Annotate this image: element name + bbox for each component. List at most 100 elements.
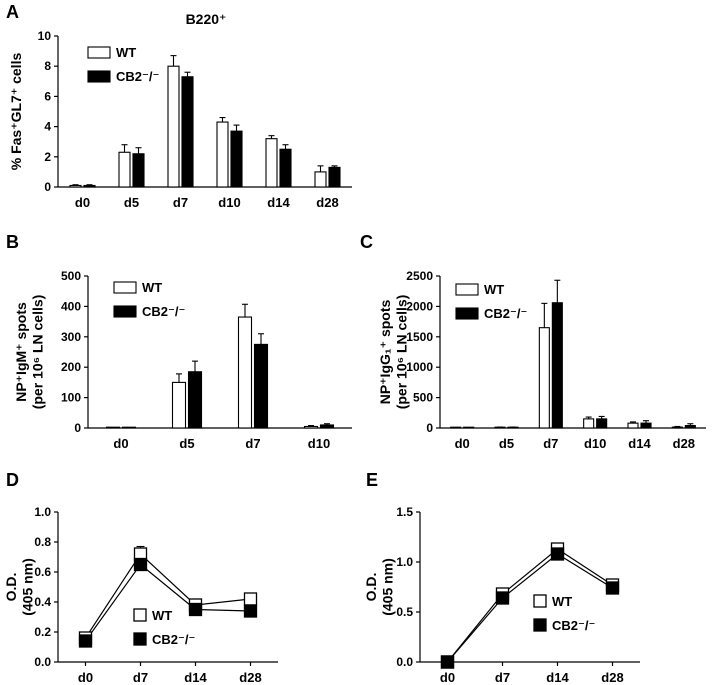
- bar-wt: [303, 425, 319, 429]
- x-category-label: d7: [133, 670, 148, 685]
- y-tick-label: 1.5: [396, 505, 413, 519]
- legend-marker: [533, 594, 547, 608]
- y-tick-label: 0.4: [34, 595, 51, 609]
- legend-label: WT: [484, 282, 504, 297]
- legend-label: WT: [152, 608, 172, 623]
- bar-cb2: [187, 371, 203, 429]
- x-category-label: d7: [543, 436, 558, 451]
- legend-marker: [133, 632, 147, 646]
- legend-label: WT: [552, 594, 572, 609]
- bar-cb2: [463, 426, 475, 429]
- x-category-label: d5: [179, 436, 194, 451]
- y-axis-title: NP⁺IgM⁺ spots(per 10⁶ LN cells): [13, 295, 46, 410]
- point-cb2: [243, 604, 258, 618]
- panel-letter-c: C: [360, 232, 373, 252]
- x-category-label: d14: [184, 670, 207, 685]
- point-wt: [243, 592, 258, 606]
- point-cb2: [605, 581, 620, 595]
- legend-label: CB2⁻/⁻: [552, 618, 595, 633]
- legend-swatch: [113, 305, 137, 318]
- y-tick-label: 1.0: [396, 555, 413, 569]
- y-tick-label: 500: [413, 391, 433, 405]
- y-tick-label: 0.6: [34, 565, 51, 579]
- bar-cb2: [121, 426, 137, 429]
- series-line-wt: [84, 553, 251, 639]
- y-axis-title: % Fas⁺GL7⁺ cells: [8, 53, 24, 171]
- y-tick-label: 0: [44, 180, 51, 194]
- x-category-label: d7: [173, 195, 188, 210]
- legend-swatch: [87, 46, 111, 59]
- x-category-label: d10: [584, 436, 606, 451]
- bar-cb2: [181, 76, 194, 188]
- point-cb2: [78, 634, 93, 648]
- legend-marker: [533, 618, 547, 632]
- panel-letter-e: E: [366, 470, 378, 490]
- legend-swatch: [113, 281, 137, 294]
- y-tick-label: 8: [44, 59, 51, 73]
- x-category-label: d28: [239, 670, 261, 685]
- y-tick-label: 0.0: [34, 655, 51, 669]
- y-tick-label: 0.2: [34, 625, 51, 639]
- y-axis-title: NP⁺IgG₁⁺ spots(per 10⁶ LN cells): [377, 295, 410, 410]
- bar-wt: [216, 121, 229, 188]
- bar-cb2: [83, 184, 96, 188]
- legend-swatch: [87, 70, 111, 83]
- y-tick-label: 1.0: [34, 505, 51, 519]
- x-category-label: d10: [218, 195, 240, 210]
- legend-label: CB2⁻/⁻: [152, 632, 195, 647]
- panel-letter-d: D: [6, 470, 19, 490]
- x-category-label: d0: [75, 195, 90, 210]
- point-cb2: [550, 547, 565, 561]
- chart-c: 0 500 1000 1500 2000 2500 NP⁺IgG₁⁺ spots(per 1…: [377, 269, 706, 451]
- y-tick-label: 100: [61, 391, 81, 405]
- bar-cb2: [640, 422, 652, 429]
- x-category-label: d14: [628, 436, 651, 451]
- x-category-label: d28: [673, 436, 695, 451]
- y-axis-title: O.D.(405 nm): [363, 558, 396, 616]
- y-tick-label: 1500: [406, 330, 433, 344]
- x-category-label: d0: [455, 436, 470, 451]
- bar-wt: [627, 422, 639, 429]
- y-tick-label: 10: [38, 29, 52, 43]
- bar-cb2: [596, 418, 608, 429]
- x-category-label: d0: [78, 670, 93, 685]
- x-category-label: d7: [495, 670, 510, 685]
- x-category-label: d5: [499, 436, 514, 451]
- bar-cb2: [230, 130, 243, 188]
- y-tick-label: 300: [61, 330, 81, 344]
- bar-cb2: [132, 153, 145, 188]
- y-tick-label: 500: [61, 269, 81, 283]
- x-category-label: d28: [316, 195, 338, 210]
- series-line-wt: [447, 548, 613, 663]
- panel-letter-b: B: [6, 232, 19, 252]
- x-category-label: d7: [245, 436, 260, 451]
- chart-a: 0 2 4 6 8 10 % Fas⁺GL7⁺ cells B220⁺ d0 d5 d7 d10 d14…: [8, 11, 352, 210]
- legend-label: CB2⁻/⁻: [484, 306, 527, 321]
- legend-swatch: [455, 283, 479, 296]
- panel-letter-a: A: [6, 2, 19, 22]
- bar-cb2: [253, 343, 269, 429]
- bar-wt: [171, 381, 187, 429]
- legend-marker: [133, 608, 147, 622]
- bar-wt: [118, 151, 131, 188]
- chart-d: 0.0 0.2 0.4 0.6 0.8 1.0 O.D.(405 nm) d0 d7 d14 d28…: [3, 505, 278, 685]
- x-category-label: d0: [113, 436, 128, 451]
- bar-wt: [167, 65, 180, 188]
- bar-wt: [538, 327, 550, 429]
- point-cb2: [133, 557, 148, 572]
- bar-wt: [450, 426, 462, 429]
- y-tick-label: 2500: [406, 269, 433, 283]
- chart-title: B220⁺: [186, 11, 227, 27]
- y-tick-label: 2000: [406, 299, 433, 313]
- bar-wt: [237, 316, 253, 429]
- bar-wt: [583, 418, 595, 429]
- bar-cb2: [319, 424, 335, 429]
- y-tick-label: 0.5: [396, 605, 413, 619]
- point-cb2: [440, 655, 455, 669]
- y-tick-label: 0: [74, 421, 81, 435]
- series-line-cb2: [85, 563, 251, 642]
- charts-layer: 0 2 4 6 8 10 % Fas⁺GL7⁺ cells B220⁺ d0 d5 d7 d10 d14…: [3, 11, 706, 685]
- x-category-label: d14: [267, 195, 290, 210]
- legend-label: WT: [116, 45, 136, 60]
- y-tick-label: 1000: [406, 360, 433, 374]
